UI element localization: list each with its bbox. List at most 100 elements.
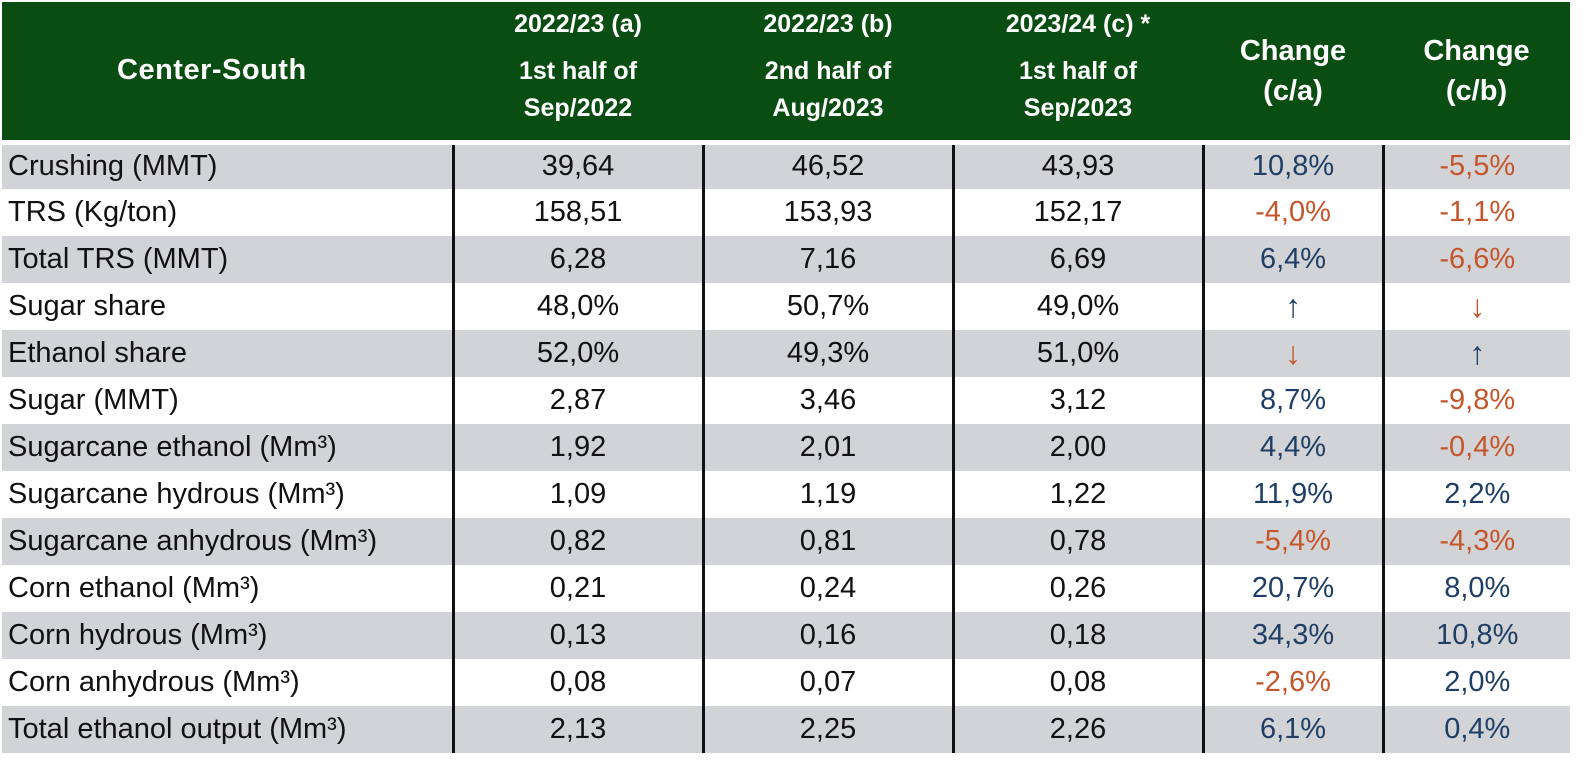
- change-c-a: -5,4%: [1201, 518, 1383, 565]
- table-row: Sugar share 48,0% 50,7% 49,0% ↑ ↓: [2, 283, 1570, 330]
- row-label: Corn ethanol (Mm³): [8, 572, 260, 604]
- value-2022-23-b: 0,16: [701, 612, 953, 659]
- value-2022-23-b: 2,25: [701, 706, 953, 753]
- value-2023-24-c: 49,0%: [951, 283, 1203, 330]
- value-2022-23-b: 46,52: [701, 139, 953, 189]
- change-c-a-header: Change (c/a): [1239, 34, 1347, 107]
- value-2023-24-c: 0,78: [951, 518, 1203, 565]
- value-2022-23-b: 0,07: [701, 659, 953, 706]
- table-row: Sugarcane ethanol (Mm³) 1,92 2,01 2,00 4,4% -…: [2, 424, 1570, 471]
- value-2022-23-b: 50,7%: [701, 283, 953, 330]
- value-2022-23-b: 0,81: [701, 518, 953, 565]
- table-row: Total TRS (MMT) 6,28 7,16 6,69 6,4% -6,6%: [2, 236, 1570, 283]
- value-2023-24-c: 3,12: [951, 377, 1203, 424]
- row-label: Total TRS (MMT): [8, 243, 229, 275]
- change-c-a: 8,7%: [1201, 377, 1383, 424]
- value-2023-24-c: 152,17: [951, 189, 1203, 236]
- table-row: Corn ethanol (Mm³) 0,21 0,24 0,26 20,7% 8,0%: [2, 565, 1570, 612]
- row-label: Sugarcane ethanol (Mm³): [8, 431, 337, 463]
- col-c-period: 1st half of Sep/2023: [1018, 56, 1138, 122]
- col-a-season: 2022/23 (a): [514, 9, 642, 38]
- table-row: Sugarcane anhydrous (Mm³) 0,82 0,81 0,78 -5,…: [2, 518, 1570, 565]
- value-2022-23-a: 2,87: [451, 377, 703, 424]
- value-2022-23-a: 6,28: [451, 236, 703, 283]
- row-label: Crushing (MMT): [2, 139, 453, 189]
- header-row: Center-South 2022/23 (a) 1st half of Sep/…: [2, 2, 1570, 142]
- change-c-b: ↑: [1381, 330, 1570, 377]
- value-2023-24-c: 0,26: [951, 565, 1203, 612]
- col-b-season: 2022/23 (b): [763, 9, 893, 38]
- row-label: Corn anhydrous (Mm³): [8, 666, 300, 698]
- change-c-a: ↓: [1201, 330, 1383, 377]
- change-c-b: -5,5%: [1381, 139, 1570, 189]
- value-2022-23-a: 0,82: [451, 518, 703, 565]
- change-c-b: 10,8%: [1381, 612, 1570, 659]
- value-2023-24-c: 43,93: [951, 139, 1203, 189]
- table-body: Crushing (MMT) 39,64 46,52 43,93 10,8% -5,5% T…: [2, 139, 1570, 753]
- col-2022-23-a-header: 2022/23 (a) 1st half of Sep/2022: [453, 2, 703, 142]
- change-c-a: -2,6%: [1201, 659, 1383, 706]
- change-c-b: 0,4%: [1381, 706, 1570, 753]
- value-2022-23-a: 0,21: [451, 565, 703, 612]
- value-2023-24-c: 51,0%: [951, 330, 1203, 377]
- value-2022-23-b: 0,24: [701, 565, 953, 612]
- change-c-a: ↑: [1201, 283, 1383, 330]
- table-row: Corn hydrous (Mm³) 0,13 0,16 0,18 34,3% 10,8%: [2, 612, 1570, 659]
- col-a-period: 1st half of Sep/2022: [518, 56, 638, 122]
- change-c-a: 10,8%: [1201, 139, 1383, 189]
- value-2022-23-a: 48,0%: [451, 283, 703, 330]
- value-2022-23-a: 0,13: [451, 612, 703, 659]
- table-row: Ethanol share 52,0% 49,3% 51,0% ↓ ↑: [2, 330, 1570, 377]
- row-label: Sugarcane hydrous (Mm³): [8, 478, 345, 510]
- change-c-a: 34,3%: [1201, 612, 1383, 659]
- value-2023-24-c: 0,08: [951, 659, 1203, 706]
- value-2022-23-a: 2,13: [451, 706, 703, 753]
- region-header: Center-South: [117, 54, 307, 87]
- table-row: Corn anhydrous (Mm³) 0,08 0,07 0,08 -2,6% 2,0…: [2, 659, 1570, 706]
- value-2022-23-a: 39,64: [451, 139, 703, 189]
- change-c-b-header: Change (c/b): [1423, 34, 1530, 107]
- table-row: Sugar (MMT) 2,87 3,46 3,12 8,7% -9,8%: [2, 377, 1570, 424]
- value-2022-23-a: 52,0%: [451, 330, 703, 377]
- change-c-b: -0,4%: [1381, 424, 1570, 471]
- change-c-a: 20,7%: [1201, 565, 1383, 612]
- value-2022-23-b: 49,3%: [701, 330, 953, 377]
- table-row: Crushing (MMT) 39,64 46,52 43,93 10,8% -5,5%: [2, 139, 1570, 189]
- change-c-b: 8,0%: [1381, 565, 1570, 612]
- value-2022-23-a: 158,51: [451, 189, 703, 236]
- value-2022-23-b: 7,16: [701, 236, 953, 283]
- table-row: Sugarcane hydrous (Mm³) 1,09 1,19 1,22 11,9%…: [2, 471, 1570, 518]
- value-2023-24-c: 1,22: [951, 471, 1203, 518]
- change-c-a: 6,1%: [1201, 706, 1383, 753]
- col-b-period: 2nd half of Aug/2023: [764, 56, 892, 122]
- value-2023-24-c: 6,69: [951, 236, 1203, 283]
- value-2022-23-b: 2,01: [701, 424, 953, 471]
- row-label: Sugarcane anhydrous (Mm³): [8, 525, 378, 557]
- row-label: Ethanol share: [8, 337, 187, 369]
- table-row: Total ethanol output (Mm³) 2,13 2,25 2,26 6,…: [2, 706, 1570, 753]
- change-c-b: ↓: [1381, 283, 1570, 330]
- value-2022-23-a: 0,08: [451, 659, 703, 706]
- change-c-b: -9,8%: [1381, 377, 1570, 424]
- row-label: Sugar share: [8, 290, 166, 322]
- center-south-table: Center-South 2022/23 (a) 1st half of Sep/…: [2, 2, 1570, 753]
- table-header: Center-South 2022/23 (a) 1st half of Sep/…: [2, 2, 1570, 142]
- change-c-b: 2,0%: [1381, 659, 1570, 706]
- row-label: Sugar (MMT): [8, 384, 179, 416]
- col-c-season: 2023/24 (c) *: [1005, 9, 1151, 38]
- change-c-a: 11,9%: [1201, 471, 1383, 518]
- col-2022-23-b-header: 2022/23 (b) 2nd half of Aug/2023: [703, 2, 953, 142]
- change-c-b: -1,1%: [1381, 189, 1570, 236]
- value-2022-23-b: 1,19: [701, 471, 953, 518]
- value-2023-24-c: 2,00: [951, 424, 1203, 471]
- col-2023-24-c-header: 2023/24 (c) * 1st half of Sep/2023: [953, 2, 1203, 142]
- value-2023-24-c: 2,26: [951, 706, 1203, 753]
- change-c-a: -4,0%: [1201, 189, 1383, 236]
- row-label: Corn hydrous (Mm³): [8, 619, 268, 651]
- change-c-b: 2,2%: [1381, 471, 1570, 518]
- value-2022-23-a: 1,92: [451, 424, 703, 471]
- value-2022-23-b: 153,93: [701, 189, 953, 236]
- change-c-a: 6,4%: [1201, 236, 1383, 283]
- row-label: TRS (Kg/ton): [8, 196, 178, 228]
